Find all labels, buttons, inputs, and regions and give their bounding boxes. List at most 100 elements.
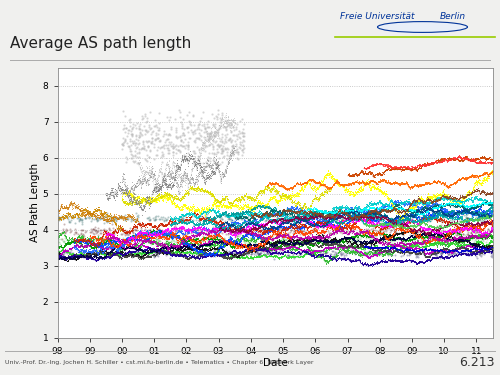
- Point: [176, 249, 184, 255]
- Point: [326, 251, 334, 257]
- Point: [420, 248, 428, 254]
- Point: [392, 216, 400, 222]
- Point: [301, 251, 309, 257]
- Point: [228, 142, 236, 148]
- Point: [443, 230, 451, 236]
- Point: [195, 147, 203, 153]
- Point: [80, 233, 88, 239]
- Point: [319, 216, 327, 222]
- Point: [280, 234, 287, 240]
- Point: [220, 251, 228, 257]
- Point: [210, 139, 218, 145]
- Point: [64, 250, 72, 256]
- Point: [75, 218, 83, 224]
- Point: [252, 240, 260, 246]
- Point: [104, 244, 112, 250]
- Point: [127, 131, 135, 137]
- Point: [122, 215, 130, 221]
- Point: [228, 142, 236, 148]
- Point: [68, 213, 76, 219]
- Point: [366, 248, 374, 254]
- Point: [316, 249, 324, 255]
- Point: [234, 237, 242, 243]
- Point: [212, 226, 220, 232]
- Point: [170, 215, 178, 221]
- Point: [422, 239, 430, 245]
- Point: [55, 236, 63, 242]
- Point: [210, 133, 218, 139]
- Point: [290, 228, 298, 234]
- Point: [262, 236, 270, 242]
- Point: [274, 226, 282, 232]
- Point: [186, 121, 194, 127]
- Point: [474, 236, 482, 242]
- Point: [118, 248, 126, 254]
- Point: [378, 213, 386, 219]
- Point: [454, 220, 462, 226]
- Point: [438, 247, 446, 253]
- Point: [166, 117, 173, 123]
- Point: [192, 135, 200, 141]
- Point: [401, 216, 409, 222]
- Point: [394, 210, 402, 216]
- Point: [284, 230, 292, 236]
- Point: [483, 218, 491, 224]
- Point: [164, 226, 172, 232]
- Point: [132, 210, 140, 216]
- Point: [244, 229, 252, 235]
- Point: [334, 240, 342, 246]
- Point: [438, 238, 446, 244]
- Point: [178, 124, 186, 130]
- Point: [178, 121, 186, 127]
- Point: [363, 228, 371, 234]
- Point: [343, 229, 351, 235]
- Point: [102, 229, 110, 235]
- Point: [204, 242, 212, 248]
- Point: [147, 140, 155, 146]
- Point: [212, 228, 220, 234]
- Point: [475, 249, 483, 255]
- Point: [368, 229, 376, 235]
- Point: [226, 213, 234, 219]
- Point: [447, 251, 455, 257]
- Point: [302, 248, 310, 254]
- Point: [127, 218, 135, 224]
- Point: [276, 232, 284, 238]
- Point: [278, 238, 285, 244]
- Point: [134, 232, 142, 238]
- Point: [187, 127, 195, 133]
- Point: [79, 232, 87, 238]
- Point: [332, 226, 340, 232]
- Point: [438, 217, 446, 223]
- Point: [156, 227, 164, 233]
- Point: [372, 249, 380, 255]
- Point: [270, 225, 278, 231]
- Point: [144, 143, 152, 149]
- Point: [162, 237, 170, 243]
- Point: [316, 217, 324, 223]
- Text: Freie Universität: Freie Universität: [340, 12, 414, 21]
- Point: [77, 248, 85, 254]
- Point: [284, 253, 292, 259]
- Point: [210, 232, 218, 238]
- Point: [222, 146, 230, 152]
- Point: [430, 212, 438, 218]
- Point: [266, 252, 274, 258]
- Point: [193, 252, 201, 258]
- Point: [140, 139, 147, 145]
- Point: [144, 128, 152, 134]
- Point: [158, 144, 166, 150]
- Point: [191, 229, 199, 235]
- Point: [144, 144, 152, 150]
- Point: [392, 230, 400, 236]
- Point: [147, 132, 155, 138]
- Point: [298, 235, 306, 241]
- Point: [300, 216, 308, 222]
- Point: [158, 152, 166, 157]
- Point: [218, 226, 226, 232]
- Point: [211, 133, 219, 139]
- Point: [298, 214, 306, 220]
- Point: [108, 235, 116, 241]
- Point: [206, 251, 214, 257]
- Point: [154, 131, 162, 137]
